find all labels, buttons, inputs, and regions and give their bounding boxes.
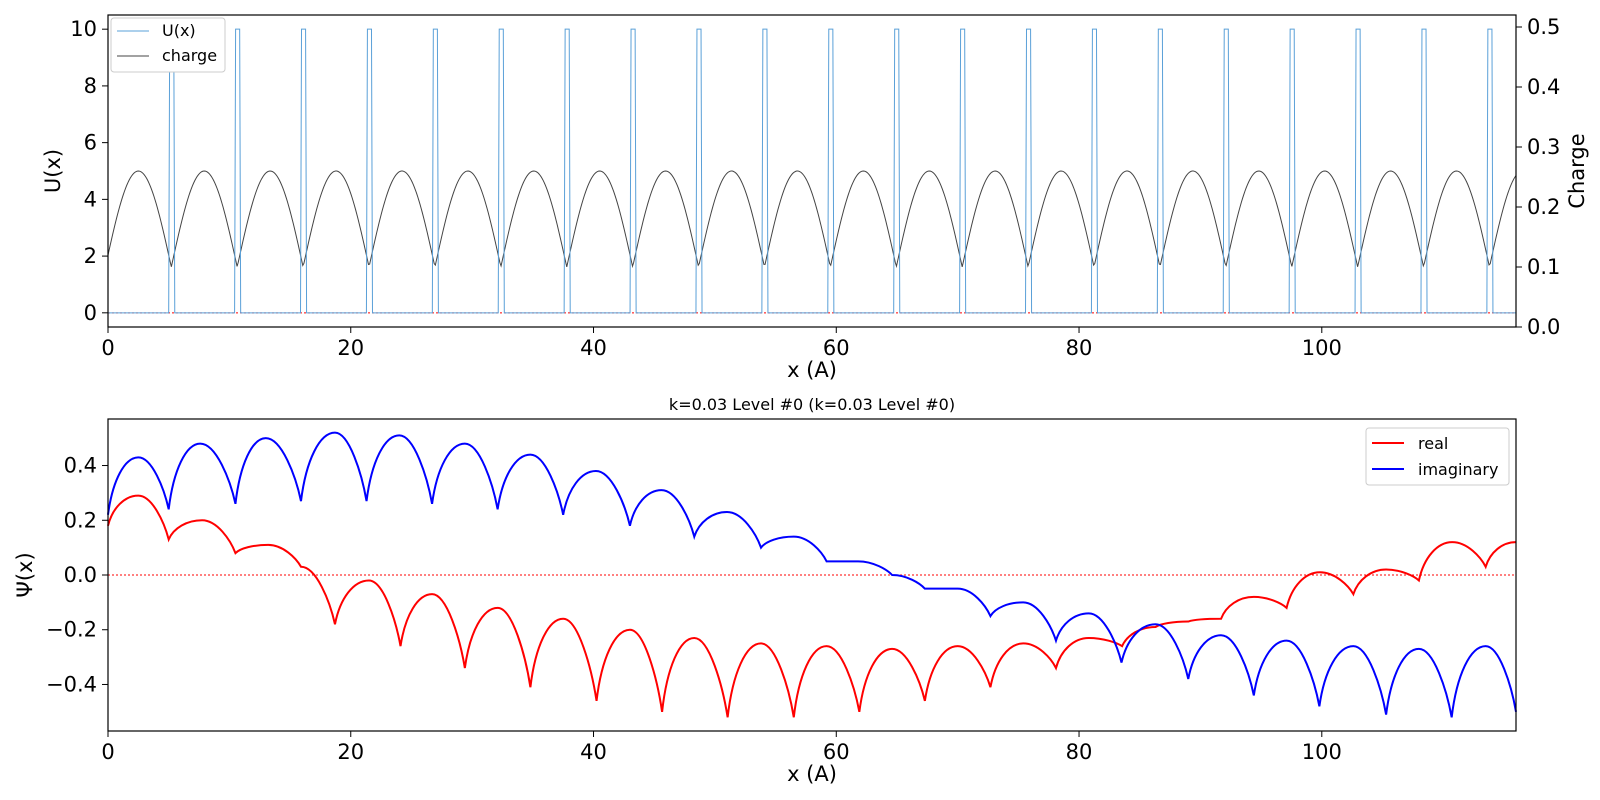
chart2-x-ticks: 0 20 40 60 80 100	[101, 731, 1342, 764]
chart1-series-layer	[107, 28, 1517, 314]
chart1-legend-label-u: U(x)	[162, 21, 196, 40]
chart2-y-tick-label: 0.0	[64, 563, 97, 587]
chart1-x-tick-label: 60	[823, 336, 850, 360]
chart1-y2-tick-label: 0.1	[1527, 255, 1560, 279]
chart2-legend: real imaginary	[1365, 427, 1510, 486]
chart2-series-layer	[107, 431, 1517, 718]
chart2-legend-label-real: real	[1418, 434, 1448, 453]
chart1-x-tick-label: 80	[1066, 336, 1093, 360]
chart1-y2-tick-label: 0.2	[1527, 195, 1560, 219]
chart1-y-tick-label: 10	[70, 17, 97, 41]
chart1-legend-label-charge: charge	[162, 46, 217, 65]
chart1-y2-tick-label: 0.4	[1527, 75, 1560, 99]
chart1-legend: U(x) charge	[110, 17, 226, 73]
chart2-legend-label-imaginary: imaginary	[1418, 460, 1498, 479]
chart2-y-tick-label: 0.4	[64, 454, 97, 478]
chart2-x-tick-label: 60	[823, 740, 850, 764]
chart2-y-tick-label: −0.2	[46, 618, 97, 642]
chart2-y-ticks: −0.4 −0.2 0.0 0.2 0.4	[46, 454, 108, 696]
chart2-series-imaginary-line	[107, 431, 1517, 718]
chart2-series-real-line	[107, 494, 1517, 718]
chart1-x-axis-label: x (A)	[787, 358, 837, 382]
chart1-series-charge-line	[107, 170, 1517, 269]
chart1-y2-ticks: 0.0 0.1 0.2 0.3 0.4 0.5	[1516, 15, 1560, 339]
chart1-y-tick-label: 0	[84, 301, 97, 325]
chart1-y2-tick-label: 0.3	[1527, 135, 1560, 159]
chart2-x-tick-label: 0	[101, 740, 114, 764]
chart1-x-tick-label: 0	[101, 336, 114, 360]
chart1-y2-axis-label: Charge	[1565, 133, 1589, 208]
chart1-y-tick-label: 2	[84, 244, 97, 268]
chart1-x-tick-label: 20	[337, 336, 364, 360]
chart2-y-tick-label: −0.4	[46, 672, 97, 696]
chart1-y-axis-label: U(x)	[41, 149, 65, 193]
chart1-x-tick-label: 100	[1302, 336, 1342, 360]
chart1-plot-frame	[107, 14, 1517, 328]
chart2-y-tick-label: 0.2	[64, 508, 97, 532]
chart1-series-u-line	[107, 28, 1517, 314]
chart1-y2-tick-label: 0.0	[1527, 315, 1560, 339]
chart1-y-tick-label: 4	[84, 187, 97, 211]
chart1-y-ticks: 0 2 4 6 8 10	[70, 17, 108, 325]
chart2-x-tick-label: 80	[1066, 740, 1093, 764]
chart2-x-tick-label: 20	[337, 740, 364, 764]
chart2-y-axis-label: Ψ(x)	[13, 552, 37, 597]
chart1-x-ticks: 0 20 40 60 80 100	[101, 327, 1342, 360]
chart2-x-tick-label: 40	[580, 740, 607, 764]
chart1-y-tick-label: 8	[84, 74, 97, 98]
chart1-y2-tick-label: 0.5	[1527, 15, 1560, 39]
chart1-x-tick-label: 40	[580, 336, 607, 360]
chart2-title: k=0.03 Level #0 (k=0.03 Level #0)	[669, 395, 955, 414]
chart2-x-tick-label: 100	[1302, 740, 1342, 764]
chart-wavefunction: k=0.03 Level #0 (k=0.03 Level #0) 0 20 40 6…	[13, 395, 1517, 786]
chart1-y-tick-label: 6	[84, 131, 97, 155]
chart2-x-axis-label: x (A)	[787, 762, 837, 786]
